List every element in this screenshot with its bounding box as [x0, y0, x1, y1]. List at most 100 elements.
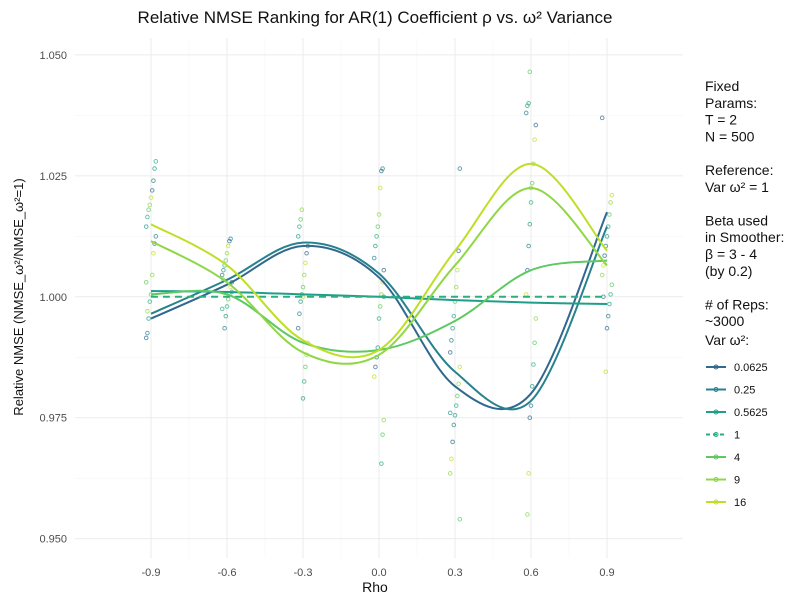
data-point — [525, 103, 530, 109]
y-tick-label: 1.050 — [39, 50, 67, 62]
data-point — [374, 234, 379, 239]
x-axis-ticks: -0.9 -0.6 -0.3 0.0 0.3 0.6 0.9 — [142, 567, 615, 579]
data-point — [303, 260, 308, 266]
legend-item-9: 9 — [706, 475, 740, 487]
data-point — [145, 309, 150, 314]
data-point — [224, 304, 230, 309]
data-point — [225, 243, 231, 249]
data-point — [371, 255, 377, 261]
data-point — [295, 234, 301, 239]
data-point — [297, 224, 302, 229]
legend-item-0.25: 0.25 — [706, 385, 755, 397]
legend-point — [713, 409, 719, 415]
x-tick-label: -0.3 — [294, 567, 313, 579]
data-point — [450, 325, 455, 331]
x-tick-label: 0.0 — [371, 567, 386, 579]
y-axis-ticks: 0.950 0.975 1.000 1.025 1.050 — [39, 50, 67, 546]
data-point — [149, 188, 155, 193]
data-point — [222, 325, 227, 331]
data-point — [146, 207, 151, 213]
side-text-line: in Smoother: — [705, 229, 784, 245]
legend-item-16: 16 — [706, 497, 746, 509]
data-point — [219, 272, 225, 278]
data-point — [152, 166, 157, 171]
data-point — [605, 313, 611, 319]
data-point — [523, 110, 529, 116]
data-point — [529, 180, 535, 186]
data-point — [456, 248, 461, 254]
x-tick-label: -0.6 — [218, 567, 237, 579]
data-point — [604, 325, 610, 331]
data-point — [599, 115, 605, 121]
data-point — [533, 122, 539, 128]
side-text-line: T = 2 — [705, 112, 737, 128]
data-point — [532, 340, 537, 346]
data-point — [607, 301, 612, 307]
data-point — [379, 168, 384, 174]
legend-item-4: 4 — [706, 452, 740, 464]
legend-item-1: 1 — [706, 430, 740, 442]
legend-point — [713, 499, 719, 505]
data-point — [295, 325, 301, 331]
data-point — [449, 456, 454, 462]
data-point — [608, 292, 613, 297]
x-tick-label: 0.3 — [447, 567, 462, 579]
data-point — [527, 415, 533, 421]
legend-point — [713, 364, 719, 370]
data-point — [143, 335, 149, 341]
side-text-line: Fixed — [705, 78, 739, 94]
side-text-line: ~3000 — [705, 313, 745, 329]
data-point — [528, 200, 534, 205]
legend: 0.0625 0.25 0.5625 1 4 9 16 — [706, 362, 768, 509]
data-point — [450, 439, 455, 445]
data-point — [373, 364, 378, 370]
data-point — [371, 374, 377, 379]
data-point — [145, 214, 150, 220]
side-text-line: Beta used — [705, 212, 768, 228]
data-point — [143, 224, 149, 229]
data-point — [380, 432, 385, 437]
data-point — [151, 178, 156, 183]
data-point — [153, 159, 159, 164]
data-point — [526, 243, 531, 249]
data-point — [300, 284, 306, 290]
side-text-line: β = 3 - 4 — [705, 246, 757, 262]
data-point — [149, 272, 155, 278]
data-point — [602, 253, 607, 258]
data-point — [451, 422, 457, 428]
side-text-line: Params: — [705, 95, 757, 111]
y-tick-label: 0.950 — [39, 534, 67, 546]
data-point — [453, 284, 459, 290]
data-point — [224, 250, 230, 256]
data-point — [527, 221, 533, 227]
y-tick-label: 0.975 — [39, 413, 67, 425]
data-point — [381, 267, 387, 273]
data-point — [219, 306, 225, 312]
data-point — [221, 267, 226, 273]
data-point — [223, 313, 229, 319]
data-point — [528, 403, 534, 408]
data-point — [447, 350, 453, 355]
legend-point — [713, 432, 719, 437]
data-point — [300, 396, 306, 401]
series-line-0.25 — [150, 226, 608, 411]
legend-label: 0.25 — [734, 385, 755, 397]
side-text-line: Var ω² = 1 — [705, 179, 769, 195]
data-point — [526, 101, 531, 106]
data-point — [603, 369, 609, 375]
data-point — [455, 393, 460, 399]
data-point — [146, 316, 151, 321]
data-point — [523, 292, 529, 297]
data-point — [456, 381, 461, 387]
data-point — [304, 250, 309, 256]
data-point — [607, 212, 612, 217]
data-point — [373, 243, 378, 249]
data-point — [148, 195, 154, 200]
data-point — [526, 471, 531, 476]
data-point — [301, 379, 307, 384]
side-text-line: Reference: — [705, 162, 773, 178]
side-text-line: (by 0.2) — [705, 263, 752, 279]
data-point — [532, 137, 537, 142]
